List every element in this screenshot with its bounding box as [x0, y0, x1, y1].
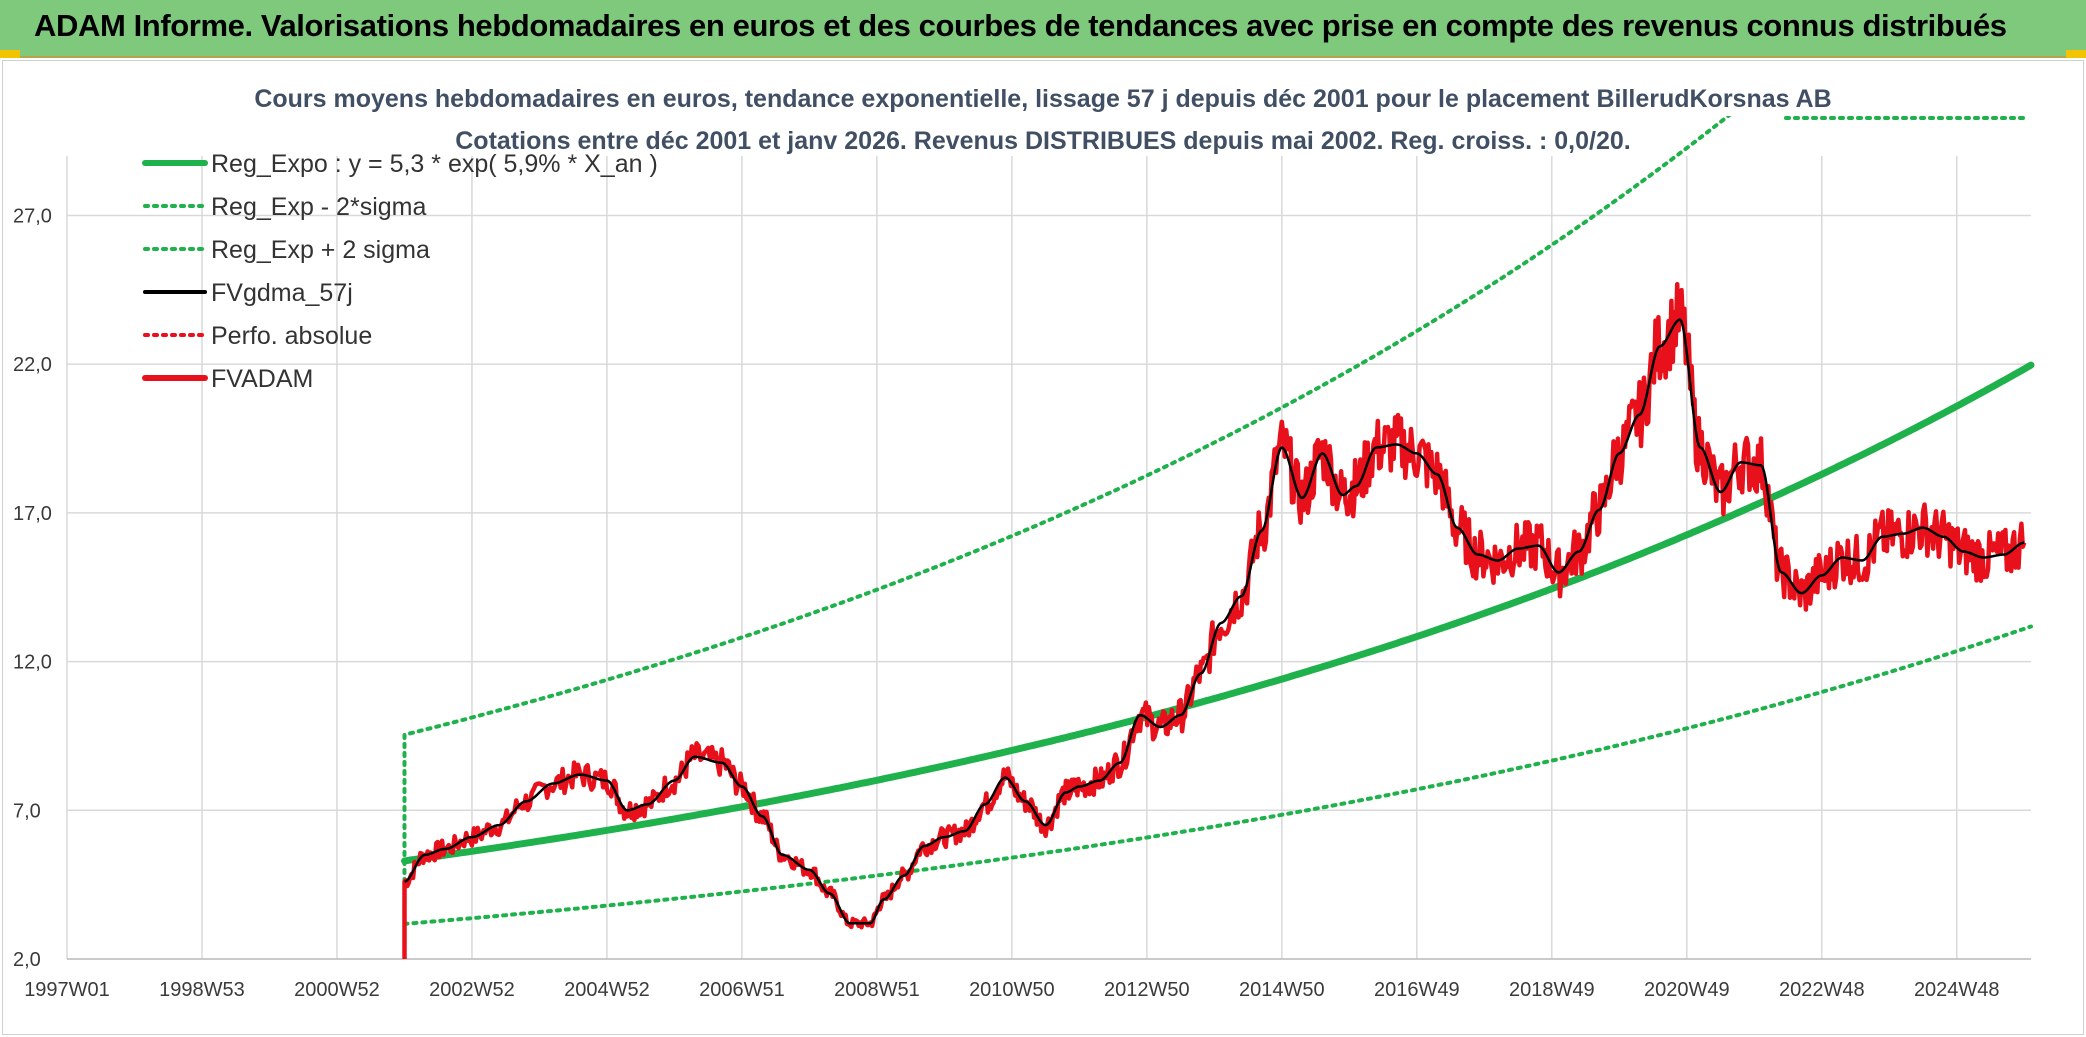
chart-title: Cours moyens hebdomadaires en euros, ten… [254, 85, 1831, 113]
x-tick-label: 2002W52 [429, 979, 515, 1001]
series-reg-minus-2sigma [402, 624, 2033, 926]
report-title: ADAM Informe. Valorisations hebdomadaire… [34, 8, 2007, 43]
chart-svg: 2,0 7,0 12,0 17,0 22,0 27,0 1997W01 1998W53 2000… [13, 85, 2035, 1001]
legend-label-reg_plus: Reg_Exp + 2 sigma [211, 236, 430, 264]
legend: Reg_Expo : y = 5,3 * exp( 5,9% * X_an ) R… [142, 150, 658, 393]
x-tick-label: 2000W52 [294, 979, 380, 1001]
legend-label-perfo: Perfo. absolue [211, 322, 372, 350]
chart-area: 2,0 7,0 12,0 17,0 22,0 27,0 1997W01 1998W53 2000… [2, 60, 2084, 1035]
y-tick-label: 12,0 [13, 652, 52, 674]
label-layer: 2,0 7,0 12,0 17,0 22,0 27,0 1997W01 1998W53 2000… [13, 205, 2000, 1001]
x-tick-label: 2020W49 [1644, 979, 1730, 1001]
y-tick-label: 17,0 [13, 503, 52, 525]
series-reg-plus-2sigma [402, 116, 1732, 930]
y-tick-label: 7,0 [13, 800, 41, 822]
y-tick-label: 2,0 [13, 949, 41, 971]
x-tick-label: 2024W48 [1914, 979, 2000, 1001]
legend-label-reg_minus: Reg_Exp - 2*sigma [211, 193, 426, 221]
x-tick-label: 2006W51 [699, 979, 785, 1001]
x-tick-label: 2018W49 [1509, 979, 1595, 1001]
series-layer [401, 116, 2035, 959]
corner-marker-right [2066, 50, 2086, 58]
y-tick-label: 27,0 [13, 205, 52, 227]
x-tick-label: 2022W48 [1779, 979, 1865, 1001]
x-tick-label: 2014W50 [1239, 979, 1325, 1001]
x-tick-label: 2012W50 [1104, 979, 1190, 1001]
legend-label-reg_expo: Reg_Expo : y = 5,3 * exp( 5,9% * X_an ) [211, 150, 658, 178]
chart-subtitle: Cotations entre déc 2001 et janv 2026. R… [455, 127, 1630, 155]
x-tick-label: 1997W01 [24, 979, 110, 1001]
series-fvadam [402, 282, 2027, 959]
corner-marker-left [0, 50, 20, 58]
series-fvgdma-57j [404, 318, 2025, 925]
x-tick-label: 2004W52 [564, 979, 650, 1001]
grid-layer [66, 156, 2031, 960]
x-tick-label: 2008W51 [834, 979, 920, 1001]
report-banner: ADAM Informe. Valorisations hebdomadaire… [0, 0, 2086, 58]
x-tick-label: 1998W53 [159, 979, 245, 1001]
x-tick-label: 2010W50 [969, 979, 1055, 1001]
legend-label-fvgdma: FVgdma_57j [211, 279, 353, 307]
x-tick-label: 2016W49 [1374, 979, 1460, 1001]
series-reg-expo [401, 361, 2035, 865]
legend-label-fvadam: FVADAM [211, 365, 313, 393]
y-tick-label: 22,0 [13, 354, 52, 376]
